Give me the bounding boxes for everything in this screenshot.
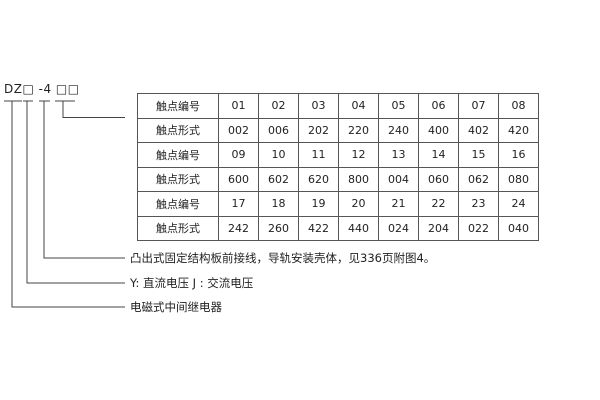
table-cell: 19 (298, 191, 339, 217)
table-row: 触点编号 17 18 19 20 21 22 23 24 (137, 191, 539, 217)
table-cell: 08 (498, 93, 539, 119)
row-label: 触点形式 (137, 215, 219, 241)
table-cell: 260 (258, 215, 299, 241)
table-cell: 22 (418, 191, 459, 217)
note-voltage: Y: 直流电压 J : 交流电压 (130, 276, 254, 290)
leader-structure (43, 101, 125, 259)
row-label: 触点编号 (137, 142, 219, 168)
table-cell: 07 (458, 93, 499, 119)
table-cell: 060 (418, 166, 459, 192)
table-cell: 024 (378, 215, 419, 241)
table-cell: 620 (298, 166, 339, 192)
table-cell: 022 (458, 215, 499, 241)
table-cell: 21 (378, 191, 419, 217)
table-cell: 14 (418, 142, 459, 168)
table-cell: 242 (218, 215, 259, 241)
table-cell: 400 (418, 117, 459, 143)
table-cell: 18 (258, 191, 299, 217)
row-label: 触点编号 (137, 93, 219, 119)
table-row: 触点形式 600 602 620 800 004 060 062 080 (137, 166, 539, 192)
table-cell: 004 (378, 166, 419, 192)
table-cell: 006 (258, 117, 299, 143)
table-cell: 16 (498, 142, 539, 168)
table-cell: 02 (258, 93, 299, 119)
table-cell: 422 (298, 215, 339, 241)
table-cell: 01 (218, 93, 259, 119)
table-row: 触点形式 002 006 202 220 240 400 402 420 (137, 117, 539, 143)
table-cell: 040 (498, 215, 539, 241)
row-label: 触点形式 (137, 166, 219, 192)
table-cell: 11 (298, 142, 339, 168)
table-cell: 600 (218, 166, 259, 192)
table-cell: 23 (458, 191, 499, 217)
table-cell: 20 (338, 191, 379, 217)
table-cell: 440 (338, 215, 379, 241)
table-cell: 06 (418, 93, 459, 119)
table-cell: 420 (498, 117, 539, 143)
table-cell: 080 (498, 166, 539, 192)
table-cell: 04 (338, 93, 379, 119)
table-cell: 24 (498, 191, 539, 217)
leader-relay (11, 101, 125, 308)
table-cell: 402 (458, 117, 499, 143)
table-cell: 17 (218, 191, 259, 217)
table-row: 触点形式 242 260 422 440 024 204 022 040 (137, 215, 539, 241)
table-cell: 002 (218, 117, 259, 143)
table-cell: 12 (338, 142, 379, 168)
table-cell: 220 (338, 117, 379, 143)
table-cell: 204 (418, 215, 459, 241)
leader-contact (62, 101, 125, 118)
table-row: 触点编号 01 02 03 04 05 06 07 08 (137, 93, 539, 119)
row-label: 触点形式 (137, 117, 219, 143)
table-cell: 03 (298, 93, 339, 119)
model-code: DZ□ -4 □□ (4, 82, 80, 96)
table-cell: 800 (338, 166, 379, 192)
table-cell: 05 (378, 93, 419, 119)
note-structure: 凸出式固定结构板前接线，导轨安装壳体，见336页附图4。 (130, 251, 436, 265)
table-cell: 062 (458, 166, 499, 192)
table-cell: 202 (298, 117, 339, 143)
table-cell: 09 (218, 142, 259, 168)
table-cell: 240 (378, 117, 419, 143)
table-row: 触点编号 09 10 11 12 13 14 15 16 (137, 142, 539, 168)
table-cell: 10 (258, 142, 299, 168)
contact-table: 触点编号 01 02 03 04 05 06 07 08 触点形式 002 006 202 220 240 4… (137, 93, 539, 241)
table-cell: 602 (258, 166, 299, 192)
row-label: 触点编号 (137, 191, 219, 217)
table-cell: 13 (378, 142, 419, 168)
table-cell: 15 (458, 142, 499, 168)
note-relay: 电磁式中间继电器 (130, 300, 222, 314)
leader-voltage (26, 101, 125, 284)
